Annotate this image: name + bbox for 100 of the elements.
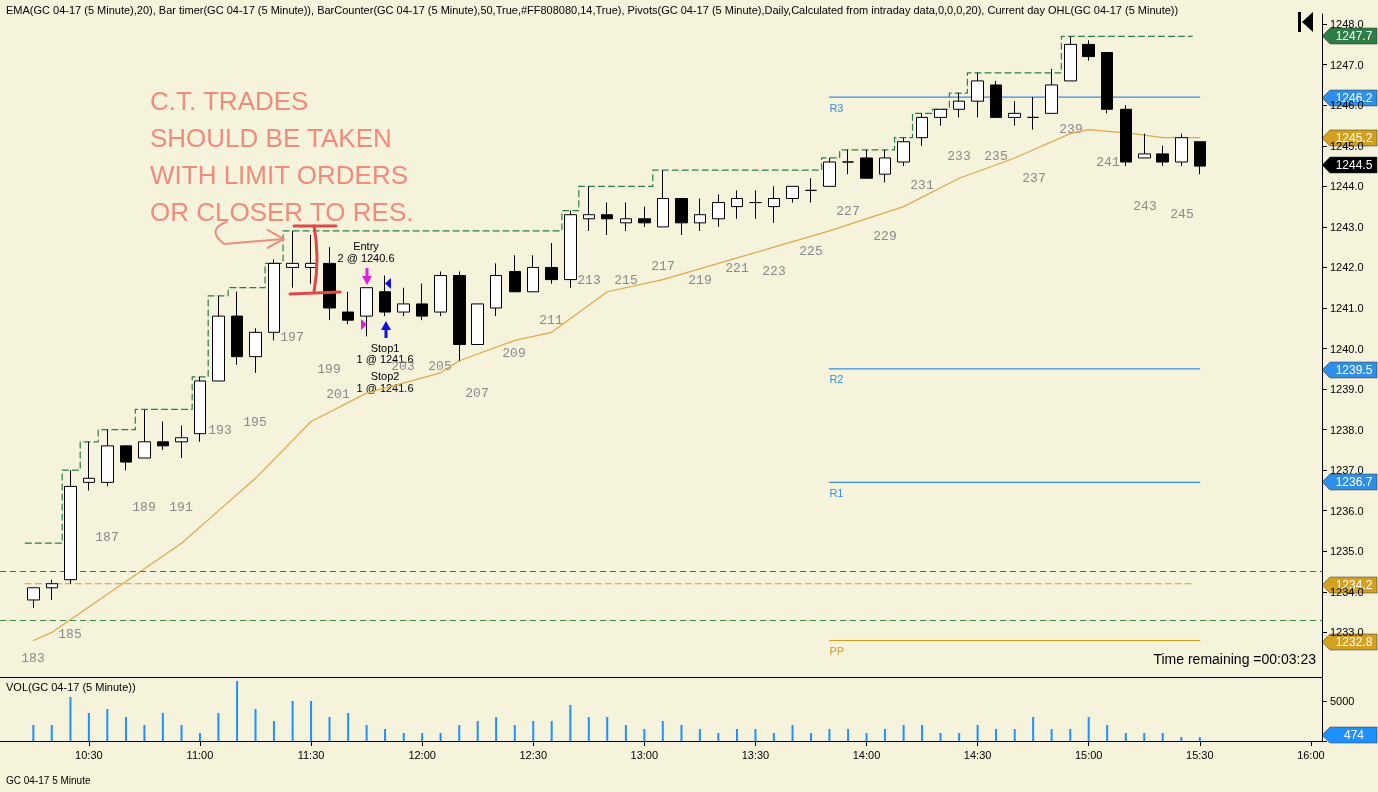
y-tick-label: 1242.0 [1330, 261, 1364, 274]
bar [865, 733, 868, 741]
bar [680, 725, 683, 741]
x-tick-label: 11:30 [297, 748, 325, 761]
annotation: 217 [651, 258, 675, 274]
bar [1180, 737, 1183, 741]
y-tick-label: 1236.0 [1330, 504, 1364, 517]
text: 1239.5 [1335, 363, 1373, 377]
bar [643, 729, 646, 741]
bar [1198, 737, 1201, 741]
candlestick [212, 295, 225, 382]
y-tick-label: 5000 [1330, 695, 1355, 707]
bar [347, 713, 350, 741]
candlestick [879, 149, 891, 183]
bar [106, 709, 109, 741]
candlestick [1138, 133, 1151, 159]
bar [143, 725, 146, 741]
annotation: Time remaining =00:03:23 [1153, 651, 1317, 667]
annotation: 2 @ 1240.6 [337, 252, 395, 264]
bar [198, 733, 201, 741]
bar [735, 729, 738, 741]
annotation: 219 [688, 272, 712, 288]
candlestick [545, 242, 558, 285]
bar [1124, 733, 1127, 741]
bar [1087, 717, 1090, 741]
bar [236, 681, 239, 741]
annotation: 225 [799, 243, 823, 259]
candlestick [1175, 133, 1188, 167]
bar [458, 725, 461, 741]
candlestick [379, 275, 391, 317]
candlestick [490, 262, 502, 317]
candlestick [916, 112, 928, 147]
candlestick [231, 291, 243, 366]
candlestick [749, 189, 762, 220]
candlestick [1064, 35, 1077, 82]
annotation: 197 [280, 329, 304, 345]
x-tick-label: 13:00 [630, 748, 659, 761]
annotation: 227 [836, 203, 860, 219]
candlestick [564, 210, 577, 289]
y-tick-label: 1241.0 [1330, 301, 1364, 314]
bar [939, 733, 942, 741]
candlestick [1194, 141, 1206, 175]
series-label: R2 [829, 373, 844, 386]
bar [847, 729, 850, 741]
bar [1013, 729, 1016, 741]
bar [624, 725, 627, 741]
candlestick [583, 185, 595, 232]
annotation: 1 @ 1241.6 [356, 382, 414, 394]
text: 1244.5 [1335, 158, 1373, 172]
bar [161, 713, 164, 741]
series-label: R1 [829, 486, 844, 499]
candlestick [453, 271, 466, 362]
y-tick-label: 1243.0 [1330, 220, 1364, 233]
candlestick [1101, 52, 1113, 114]
candlestick [1045, 68, 1058, 114]
x-tick-label: 14:30 [963, 748, 992, 761]
y-tick-label: 1238.0 [1330, 423, 1364, 436]
candlestick [620, 202, 632, 232]
bar [254, 709, 257, 741]
y-tick-label: 1235.0 [1330, 545, 1364, 558]
candlestick [46, 579, 58, 601]
bar [439, 733, 442, 741]
bar [476, 721, 479, 741]
candlestick [1120, 104, 1132, 167]
candlestick [731, 189, 743, 220]
x-tick-label: 10:30 [75, 748, 103, 761]
candlestick [27, 587, 40, 609]
bar [791, 725, 794, 741]
candlestick [509, 254, 521, 293]
candlestick [638, 206, 651, 228]
candlestick [397, 287, 410, 317]
annotation: 231 [910, 177, 934, 193]
bar [809, 733, 812, 741]
annotation: 185 [58, 626, 82, 642]
bar [69, 697, 72, 741]
candlestick [712, 193, 725, 228]
candlestick [268, 258, 280, 341]
annotation: 195 [243, 414, 267, 430]
bar [32, 725, 35, 741]
candlestick [990, 80, 1002, 118]
x-tick-label: 15:00 [1074, 748, 1103, 761]
annotation: 243 [1133, 198, 1157, 214]
chart-title: VOL(GC 04-17 (5 Minute)) [6, 680, 136, 693]
annotation: 241 [1096, 154, 1120, 170]
bar [291, 701, 294, 741]
bar [1143, 733, 1146, 741]
candlestick [657, 169, 669, 228]
candlestick [934, 108, 947, 127]
bar [995, 729, 998, 741]
annotation: 221 [725, 260, 749, 276]
bar [883, 729, 886, 741]
bar [50, 725, 53, 741]
x-tick-label: 15:30 [1186, 748, 1214, 761]
x-tick-label: 11:00 [186, 748, 214, 761]
candlestick [823, 157, 836, 187]
annotation: 191 [169, 499, 193, 515]
bar [1161, 733, 1164, 741]
candlestick [323, 246, 336, 321]
y-tick-label: 1248.0 [1330, 18, 1364, 31]
annotation: 215 [614, 272, 638, 288]
